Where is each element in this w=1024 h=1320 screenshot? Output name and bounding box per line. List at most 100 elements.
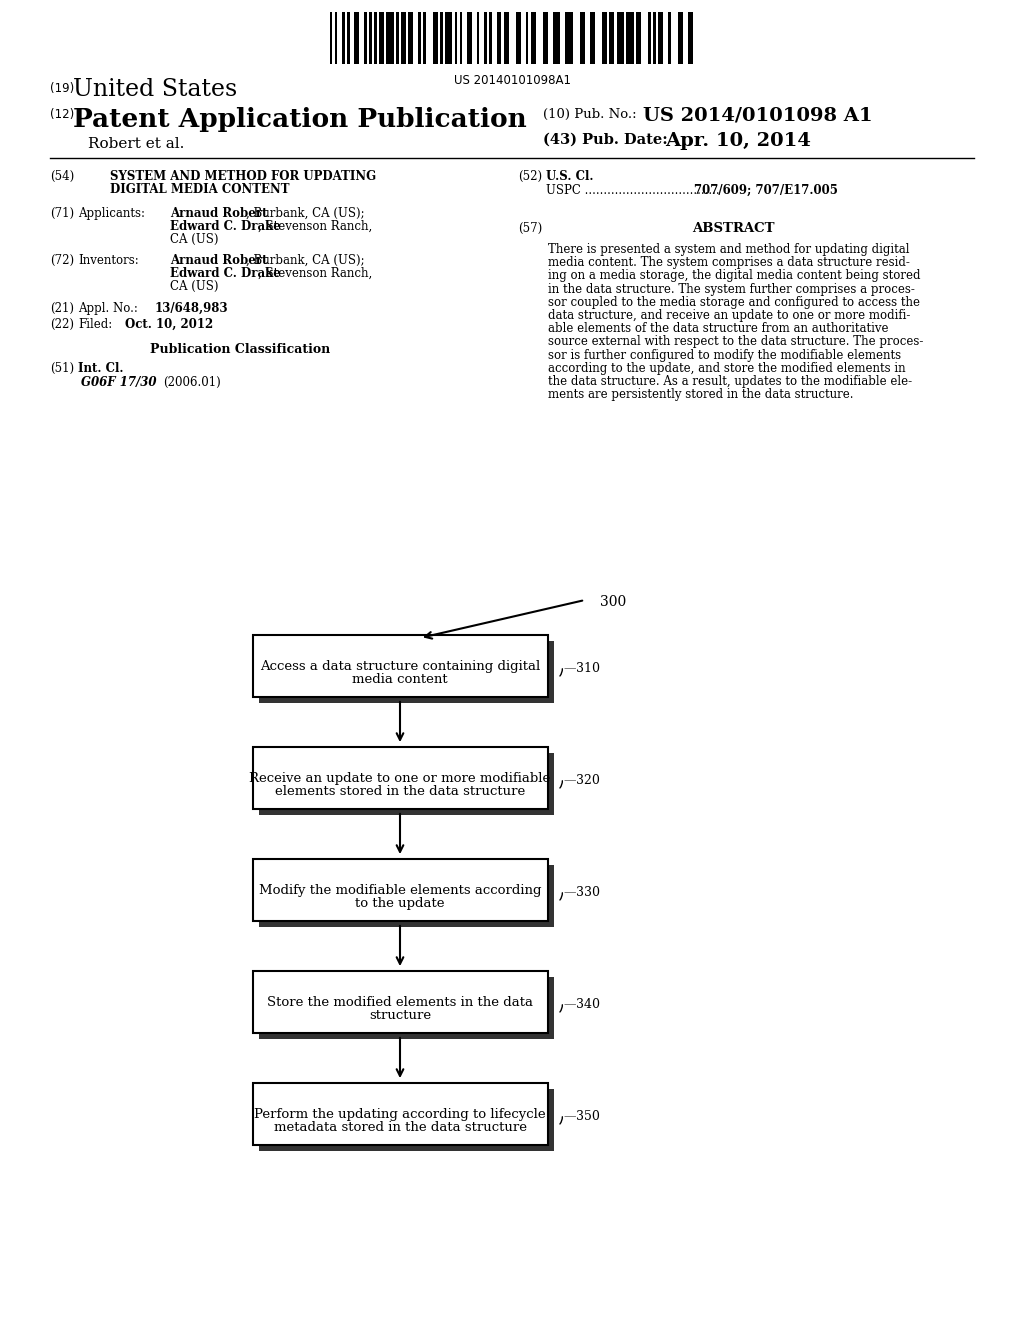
Bar bbox=[259, 977, 554, 1039]
Bar bbox=[342, 12, 345, 63]
Bar bbox=[678, 12, 683, 63]
Text: data structure, and receive an update to one or more modifi-: data structure, and receive an update to… bbox=[548, 309, 910, 322]
Bar bbox=[259, 642, 554, 704]
Bar bbox=[423, 12, 426, 63]
Bar bbox=[616, 12, 624, 63]
Text: Filed:: Filed: bbox=[78, 318, 113, 331]
Bar bbox=[386, 12, 393, 63]
Text: —: — bbox=[563, 774, 575, 787]
Bar bbox=[688, 12, 692, 63]
Bar bbox=[259, 1089, 554, 1151]
Text: Oct. 10, 2012: Oct. 10, 2012 bbox=[125, 318, 213, 331]
Bar bbox=[253, 1082, 548, 1144]
Text: the data structure. As a result, updates to the modifiable ele-: the data structure. As a result, updates… bbox=[548, 375, 912, 388]
Bar bbox=[489, 12, 492, 63]
Text: (43) Pub. Date:: (43) Pub. Date: bbox=[543, 133, 668, 147]
Text: ABSTRACT: ABSTRACT bbox=[692, 222, 774, 235]
Bar bbox=[658, 12, 664, 63]
Bar bbox=[530, 12, 536, 63]
Text: US 20140101098A1: US 20140101098A1 bbox=[454, 74, 570, 87]
Bar bbox=[365, 12, 367, 63]
Bar bbox=[379, 12, 384, 63]
Bar bbox=[259, 865, 554, 927]
Bar bbox=[653, 12, 655, 63]
Text: (51): (51) bbox=[50, 362, 74, 375]
Bar bbox=[609, 12, 614, 63]
Text: ing on a media storage, the digital media content being stored: ing on a media storage, the digital medi… bbox=[548, 269, 921, 282]
Text: —: — bbox=[563, 998, 575, 1011]
Bar bbox=[445, 12, 453, 63]
Bar bbox=[543, 12, 548, 63]
Text: (21): (21) bbox=[50, 302, 74, 315]
Text: to the update: to the update bbox=[355, 898, 444, 909]
Text: (12): (12) bbox=[50, 108, 75, 121]
Bar bbox=[580, 12, 585, 63]
Text: Receive an update to one or more modifiable: Receive an update to one or more modifia… bbox=[250, 772, 551, 785]
Text: (19): (19) bbox=[50, 82, 75, 95]
Text: ments are persistently stored in the data structure.: ments are persistently stored in the dat… bbox=[548, 388, 853, 401]
Text: U.S. Cl.: U.S. Cl. bbox=[546, 170, 594, 183]
Text: , Stevenson Ranch,: , Stevenson Ranch, bbox=[258, 220, 373, 234]
Bar bbox=[467, 12, 472, 63]
Bar bbox=[253, 859, 548, 921]
Bar bbox=[374, 12, 377, 63]
Text: , Stevenson Ranch,: , Stevenson Ranch, bbox=[258, 267, 373, 280]
Text: (2006.01): (2006.01) bbox=[163, 376, 221, 389]
Text: sor is further configured to modify the modifiable elements: sor is further configured to modify the … bbox=[548, 348, 901, 362]
Text: Modify the modifiable elements according: Modify the modifiable elements according bbox=[259, 884, 542, 898]
Bar bbox=[330, 12, 333, 63]
Text: Edward C. Drake: Edward C. Drake bbox=[170, 220, 281, 234]
Bar bbox=[553, 12, 560, 63]
Bar bbox=[460, 12, 462, 63]
Text: media content. The system comprises a data structure resid-: media content. The system comprises a da… bbox=[548, 256, 910, 269]
Text: 340: 340 bbox=[575, 998, 600, 1011]
Bar bbox=[409, 12, 414, 63]
Text: according to the update, and store the modified elements in: according to the update, and store the m… bbox=[548, 362, 905, 375]
Text: (10) Pub. No.:: (10) Pub. No.: bbox=[543, 108, 637, 121]
Text: 707/609; 707/E17.005: 707/609; 707/E17.005 bbox=[694, 183, 838, 197]
Text: media content: media content bbox=[352, 673, 447, 686]
Bar bbox=[401, 12, 406, 63]
Bar bbox=[253, 972, 548, 1034]
Text: 300: 300 bbox=[600, 595, 627, 609]
Text: 310: 310 bbox=[575, 663, 600, 675]
Text: able elements of the data structure from an authoritative: able elements of the data structure from… bbox=[548, 322, 889, 335]
Bar bbox=[253, 747, 548, 809]
Bar bbox=[354, 12, 359, 63]
Text: 320: 320 bbox=[575, 774, 600, 787]
Bar bbox=[648, 12, 651, 63]
Text: G06F 17/30: G06F 17/30 bbox=[81, 376, 157, 389]
Bar bbox=[477, 12, 479, 63]
Bar bbox=[418, 12, 421, 63]
Text: 330: 330 bbox=[575, 886, 600, 899]
Text: (52): (52) bbox=[518, 170, 542, 183]
Text: —: — bbox=[563, 1110, 575, 1123]
Text: Access a data structure containing digital: Access a data structure containing digit… bbox=[260, 660, 540, 673]
Text: Publication Classification: Publication Classification bbox=[150, 343, 331, 356]
Text: Robert et al.: Robert et al. bbox=[88, 137, 184, 150]
Text: (22): (22) bbox=[50, 318, 74, 331]
Text: (72): (72) bbox=[50, 253, 74, 267]
Bar bbox=[627, 12, 634, 63]
Text: Patent Application Publication: Patent Application Publication bbox=[73, 107, 526, 132]
Text: (57): (57) bbox=[518, 222, 543, 235]
Bar bbox=[396, 12, 398, 63]
Text: Arnaud Robert: Arnaud Robert bbox=[170, 253, 267, 267]
Bar bbox=[504, 12, 509, 63]
Text: 350: 350 bbox=[575, 1110, 600, 1123]
Text: source external with respect to the data structure. The proces-: source external with respect to the data… bbox=[548, 335, 924, 348]
Text: Edward C. Drake: Edward C. Drake bbox=[170, 267, 281, 280]
Text: Appl. No.:: Appl. No.: bbox=[78, 302, 138, 315]
Text: metadata stored in the data structure: metadata stored in the data structure bbox=[273, 1121, 526, 1134]
Text: , Burbank, CA (US);: , Burbank, CA (US); bbox=[246, 207, 365, 220]
Text: CA (US): CA (US) bbox=[170, 234, 218, 246]
Text: Applicants:: Applicants: bbox=[78, 207, 145, 220]
Bar bbox=[565, 12, 572, 63]
Text: Int. Cl.: Int. Cl. bbox=[78, 362, 124, 375]
Text: 13/648,983: 13/648,983 bbox=[155, 302, 228, 315]
Text: DIGITAL MEDIA CONTENT: DIGITAL MEDIA CONTENT bbox=[110, 183, 290, 195]
Bar bbox=[335, 12, 337, 63]
Text: (71): (71) bbox=[50, 207, 74, 220]
Bar bbox=[455, 12, 458, 63]
Bar bbox=[484, 12, 486, 63]
